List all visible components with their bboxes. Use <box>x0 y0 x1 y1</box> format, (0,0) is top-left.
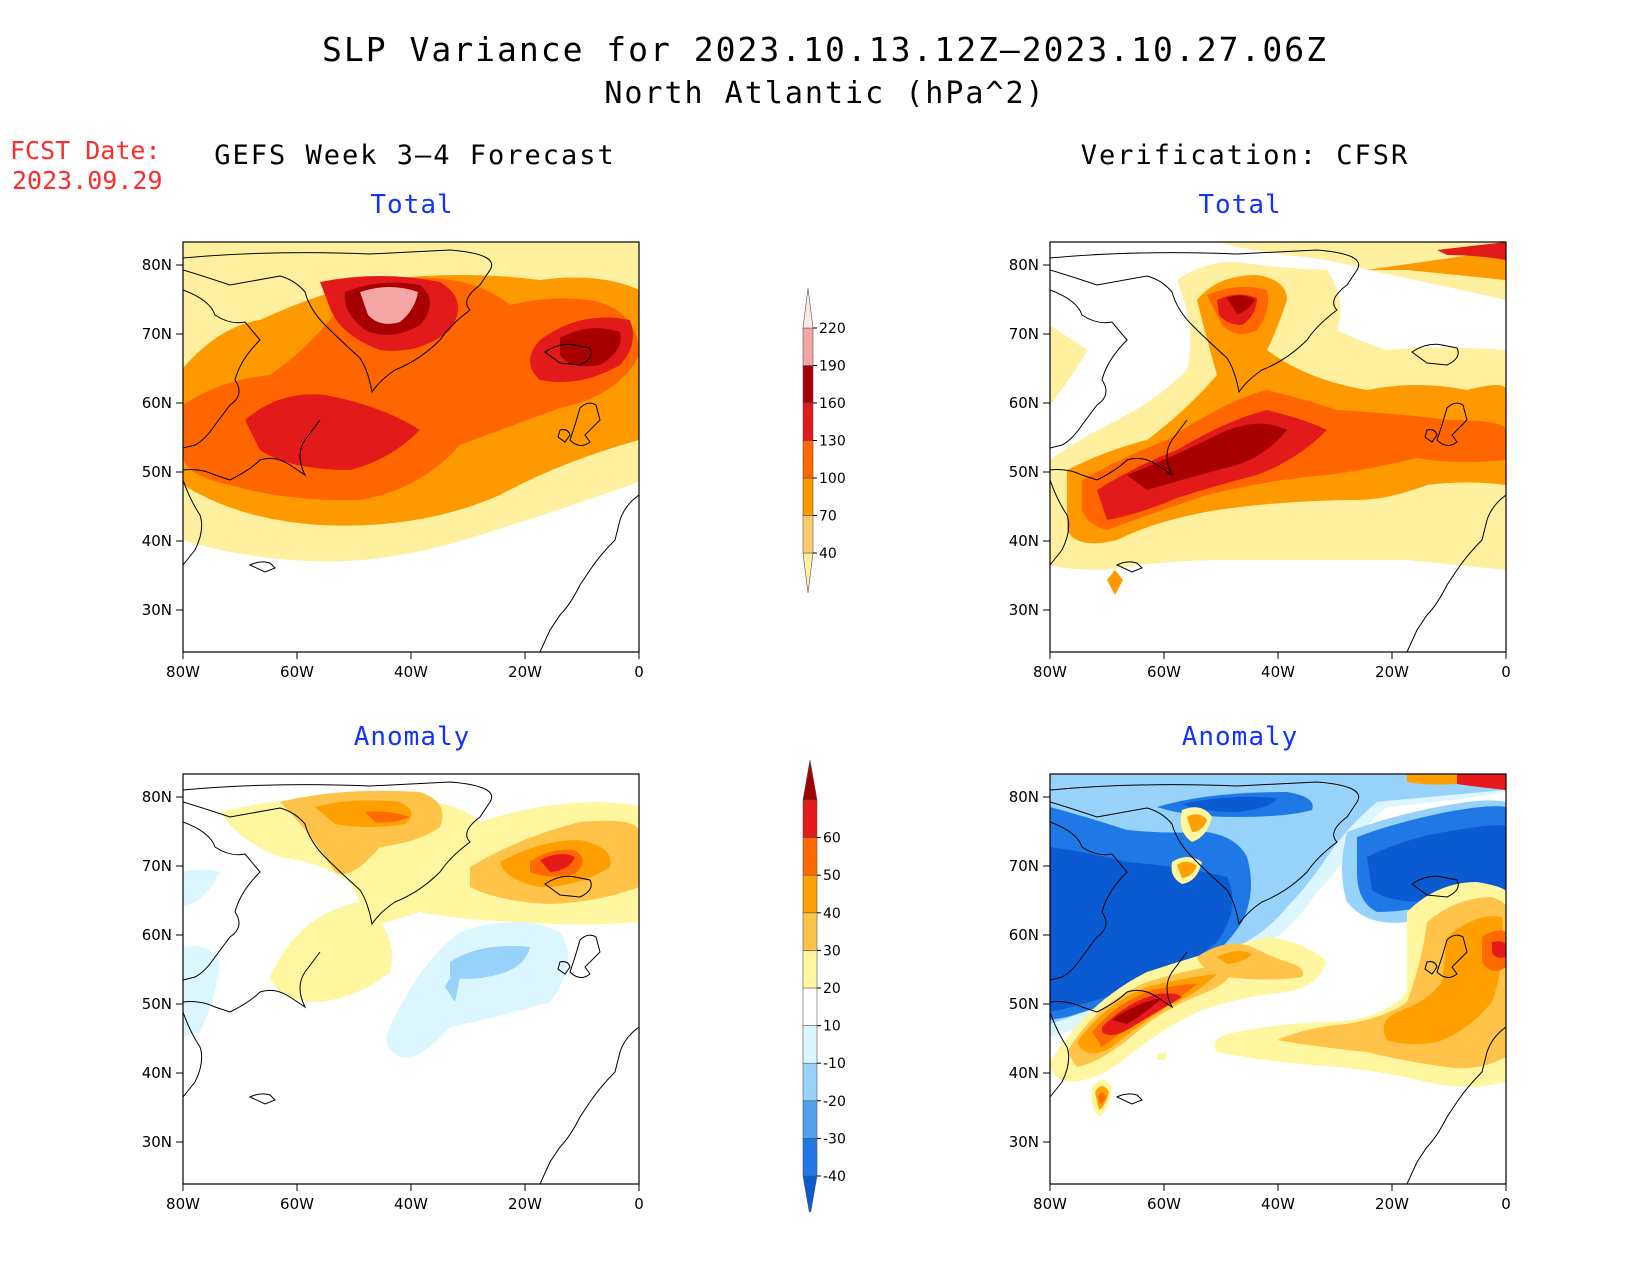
colorbar-swatch <box>802 912 818 951</box>
lon-label: 40W <box>1261 1195 1295 1213</box>
lat-label: 40N <box>142 532 172 550</box>
lat-label: 80N <box>1009 788 1039 806</box>
colorbar-label: -30 <box>823 1131 846 1147</box>
lon-label: 80W <box>166 1195 200 1213</box>
lat-label: 60N <box>142 926 172 944</box>
lat-label: 70N <box>142 857 172 875</box>
lon-label: 80W <box>166 663 200 681</box>
main-title: SLP Variance for 2023.10.13.12Z–2023.10.… <box>322 30 1328 69</box>
column-title-forecast: GEFS Week 3–4 Forecast <box>214 140 616 171</box>
lat-label: 70N <box>1009 857 1039 875</box>
lat-label: 30N <box>1009 1133 1039 1151</box>
lon-label: 40W <box>394 663 428 681</box>
colorbar-label: 100 <box>819 471 846 487</box>
colorbar-anomaly: -40 -30 -20 -10 10 20 30 40 50 60 <box>795 752 885 1217</box>
colorbar-swatch <box>802 1025 818 1064</box>
map-forecast-total: 80N 70N 60N 50N 40N 30N 80W 60W 40W 20W … <box>120 230 660 690</box>
colorbar-high-triangle <box>802 287 814 329</box>
colorbar-swatch <box>802 402 814 441</box>
colorbar-swatch <box>802 799 818 838</box>
colorbar-high-triangle <box>802 759 818 801</box>
colorbar-label: 60 <box>823 831 841 847</box>
colorbar-label: 40 <box>819 546 837 562</box>
colorbar-total: 40 70 100 130 160 190 220 <box>795 280 885 624</box>
lat-label: 70N <box>142 325 172 343</box>
colorbar-label: -20 <box>823 1094 846 1110</box>
lon-label: 80W <box>1033 663 1067 681</box>
colorbar-label: 40 <box>823 906 841 922</box>
colorbar-swatch <box>802 1138 818 1177</box>
lon-label: 0 <box>1501 1195 1511 1213</box>
lon-label: 0 <box>634 1195 644 1213</box>
lat-label: 40N <box>1009 1064 1039 1082</box>
lon-label: 20W <box>1375 663 1409 681</box>
lon-label: 20W <box>508 663 542 681</box>
colorbar-swatch <box>802 440 814 479</box>
lon-label: 40W <box>394 1195 428 1213</box>
lon-label: 60W <box>280 663 314 681</box>
lon-label: 0 <box>634 663 644 681</box>
colorbar-label: 160 <box>819 396 846 412</box>
colorbar-label: 220 <box>819 321 846 337</box>
colorbar-swatch <box>802 365 814 404</box>
lat-label: 50N <box>1009 995 1039 1013</box>
lat-label: 60N <box>1009 394 1039 412</box>
map-verification-anomaly: 80N 70N 60N 50N 40N 30N 80W 60W 40W 20W … <box>987 762 1527 1222</box>
lon-label: 80W <box>1033 1195 1067 1213</box>
subtitle-forecast-total: Total <box>370 190 454 220</box>
subtitle-verification-total: Total <box>1198 190 1282 220</box>
lat-label: 50N <box>1009 463 1039 481</box>
colorbar-label: 10 <box>823 1019 841 1035</box>
colorbar-label: 190 <box>819 359 846 375</box>
lat-label: 80N <box>142 788 172 806</box>
lat-label: 30N <box>1009 601 1039 619</box>
colorbar-low-triangle <box>802 552 814 594</box>
subtitle-verification-anomaly: Anomaly <box>1181 722 1299 752</box>
lon-label: 60W <box>1147 1195 1181 1213</box>
colorbar-label: 50 <box>823 868 841 884</box>
lon-label: 0 <box>1501 663 1511 681</box>
lat-label: 50N <box>142 463 172 481</box>
lon-label: 60W <box>280 1195 314 1213</box>
map-verification-total: 80N 70N 60N 50N 40N 30N 80W 60W 40W 20W … <box>987 230 1527 690</box>
colorbar-swatch <box>802 1100 818 1139</box>
colorbar-label: 130 <box>819 434 846 450</box>
lat-label: 50N <box>142 995 172 1013</box>
colorbar-label: -10 <box>823 1056 846 1072</box>
lat-label: 70N <box>1009 325 1039 343</box>
fcst-label: FCST Date: <box>10 136 161 165</box>
colorbar-swatch <box>802 327 814 366</box>
lat-label: 60N <box>142 394 172 412</box>
lon-label: 20W <box>508 1195 542 1213</box>
colorbar-low-triangle <box>802 1175 818 1217</box>
fcst-date: 2023.09.29 <box>12 166 163 195</box>
lat-label: 80N <box>1009 256 1039 274</box>
lat-label: 30N <box>142 1133 172 1151</box>
main-subtitle: North Atlantic (hPa^2) <box>604 76 1046 111</box>
colorbar-swatch <box>802 874 818 914</box>
subtitle-forecast-anomaly: Anomaly <box>353 722 471 752</box>
map-forecast-anomaly: 80N 70N 60N 50N 40N 30N 80W 60W 40W 20W … <box>120 762 660 1222</box>
colorbar-swatch <box>802 1062 818 1102</box>
lat-label: 60N <box>1009 926 1039 944</box>
column-title-verification: Verification: CFSR <box>1080 140 1410 171</box>
colorbar-label: 30 <box>823 943 841 959</box>
colorbar-swatch <box>802 515 814 554</box>
colorbar-label: 70 <box>819 509 837 525</box>
lon-label: 60W <box>1147 663 1181 681</box>
colorbar-swatch <box>802 477 814 516</box>
lat-label: 40N <box>142 1064 172 1082</box>
colorbar-label: -40 <box>823 1169 846 1185</box>
colorbar-swatch <box>802 837 818 876</box>
lat-label: 40N <box>1009 532 1039 550</box>
lat-label: 80N <box>142 256 172 274</box>
lat-label: 30N <box>142 601 172 619</box>
colorbar-label: 20 <box>823 981 841 997</box>
lon-label: 40W <box>1261 663 1295 681</box>
colorbar-swatch <box>802 950 818 989</box>
lon-label: 20W <box>1375 1195 1409 1213</box>
colorbar-swatch <box>802 987 818 1026</box>
